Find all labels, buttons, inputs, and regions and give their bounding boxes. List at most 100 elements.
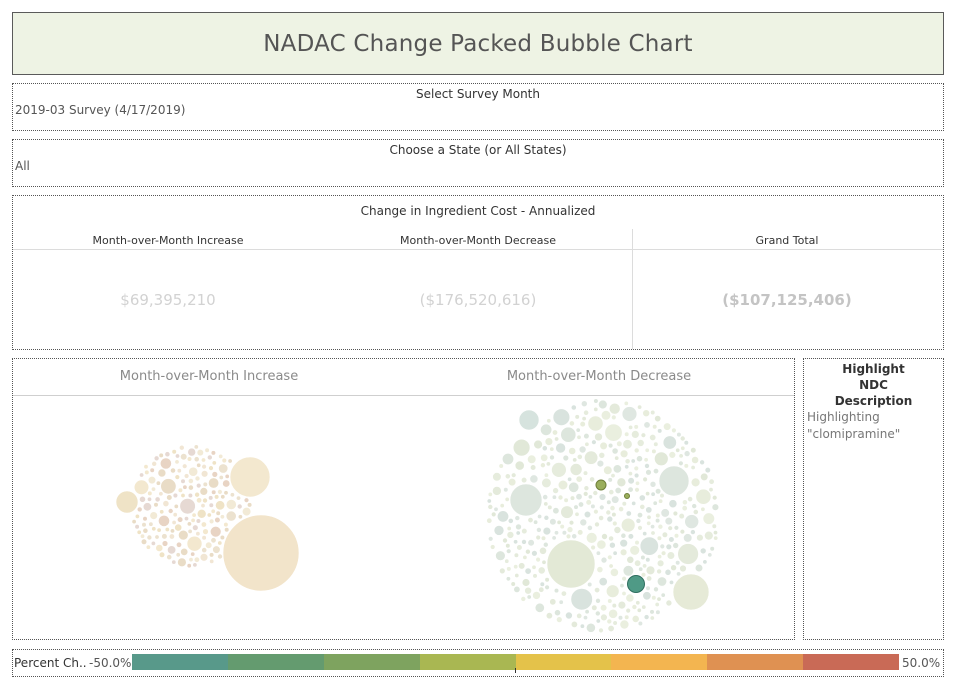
decrease-bubble[interactable] [663,422,672,431]
increase-bubble[interactable] [227,458,233,464]
decrease-bubble[interactable] [493,525,505,536]
increase-bubble-large[interactable] [222,514,300,592]
increase-bubble[interactable] [141,522,147,528]
decrease-bubble[interactable] [593,398,599,404]
increase-bubble[interactable] [208,477,220,489]
decrease-bubble[interactable] [633,424,639,430]
decrease-bubble[interactable] [713,535,719,541]
decrease-bubble[interactable] [503,487,509,493]
increase-bubble[interactable] [193,444,199,450]
increase-bubble[interactable] [157,468,167,478]
decrease-bubble[interactable] [640,554,646,561]
decrease-bubble[interactable] [629,545,640,556]
decrease-bubble[interactable] [576,434,582,440]
decrease-bubble[interactable] [549,454,555,461]
decrease-bubble[interactable] [540,423,553,436]
decrease-bubble[interactable] [492,472,502,482]
increase-bubble[interactable] [148,521,154,527]
decrease-bubble[interactable] [662,435,677,450]
decrease-bubble[interactable] [506,526,512,532]
decrease-bubble[interactable] [539,581,545,587]
decrease-bubble[interactable] [608,563,614,569]
increase-bubble[interactable] [154,496,161,503]
decrease-bubble[interactable] [599,441,608,451]
increase-bubble[interactable] [193,456,200,463]
decrease-bubble[interactable] [646,575,653,582]
bubble-chart[interactable] [13,396,794,639]
decrease-bubble[interactable] [636,607,642,613]
increase-bubble[interactable] [151,461,157,467]
decrease-bubble[interactable] [598,577,608,587]
decrease-bubble[interactable] [627,471,633,477]
decrease-bubble[interactable] [704,530,714,541]
increase-bubble[interactable] [229,456,271,498]
increase-bubble[interactable] [222,479,231,488]
decrease-bubble[interactable] [598,627,604,634]
increase-bubble[interactable] [225,510,237,522]
increase-bubble[interactable] [215,500,226,511]
increase-bubble[interactable] [175,453,181,459]
decrease-bubble[interactable] [513,564,519,570]
decrease-bubble[interactable] [599,604,608,612]
decrease-bubble[interactable] [600,410,612,421]
increase-bubble[interactable] [196,448,204,457]
decrease-bubble[interactable] [541,477,552,488]
decrease-bubble[interactable] [607,442,614,449]
decrease-bubble[interactable] [571,533,578,540]
decrease-bubble[interactable] [702,559,708,565]
decrease-bubble[interactable] [547,504,553,510]
increase-bubble[interactable] [194,475,201,482]
decrease-bubble[interactable] [579,518,588,527]
decrease-bubble[interactable] [637,620,644,627]
decrease-bubble[interactable] [712,530,718,536]
decrease-bubble[interactable] [678,512,685,520]
increase-bubble[interactable] [149,467,155,473]
decrease-bubble[interactable] [551,494,557,500]
increase-bubble[interactable] [164,527,170,533]
increase-bubble[interactable] [180,453,188,461]
increase-bubble[interactable] [168,533,175,540]
increase-bubble[interactable] [219,534,225,541]
increase-bubble[interactable] [211,489,217,495]
increase-bubble[interactable] [175,552,181,558]
decrease-bubble[interactable] [585,532,598,544]
decrease-bubble[interactable] [562,454,569,462]
decrease-bubble[interactable] [583,409,589,416]
decrease-bubble[interactable] [617,615,624,621]
increase-bubble[interactable] [167,508,174,514]
decrease-bubble[interactable] [631,500,637,506]
decrease-bubble[interactable] [551,535,557,541]
decrease-bubble[interactable] [583,485,590,491]
decrease-bubble[interactable] [666,551,676,560]
decrease-bubble[interactable] [619,619,630,630]
decrease-bubble[interactable] [680,445,686,451]
decrease-bubble[interactable] [524,567,532,575]
decrease-bubble[interactable] [613,526,622,534]
increase-bubble[interactable] [134,524,140,530]
increase-bubble[interactable] [209,552,215,558]
increase-bubble[interactable] [202,497,208,504]
decrease-bubble[interactable] [658,498,664,504]
increase-bubble[interactable] [159,509,165,515]
decrease-bubble[interactable] [690,447,697,454]
highlighted-bubble[interactable] [624,493,630,499]
decrease-bubble[interactable] [543,472,549,478]
decrease-bubble[interactable] [579,421,586,428]
decrease-bubble[interactable] [601,533,608,540]
increase-bubble[interactable] [186,563,192,569]
decrease-bubble[interactable] [606,515,614,523]
decrease-bubble[interactable] [614,487,622,495]
decrease-bubble[interactable] [543,515,550,521]
increase-bubble[interactable] [187,492,193,499]
decrease-bubble[interactable] [521,528,528,535]
decrease-bubble[interactable] [708,478,715,485]
decrease-bubble[interactable] [627,477,635,485]
increase-bubble[interactable] [183,473,190,479]
decrease-bubble[interactable] [545,612,553,620]
increase-bubble[interactable] [179,498,196,515]
decrease-bubble[interactable] [566,526,574,533]
decrease-bubble[interactable] [584,609,590,615]
increase-bubble[interactable] [162,500,170,507]
decrease-bubble[interactable] [628,424,634,430]
decrease-bubble[interactable] [671,427,677,434]
